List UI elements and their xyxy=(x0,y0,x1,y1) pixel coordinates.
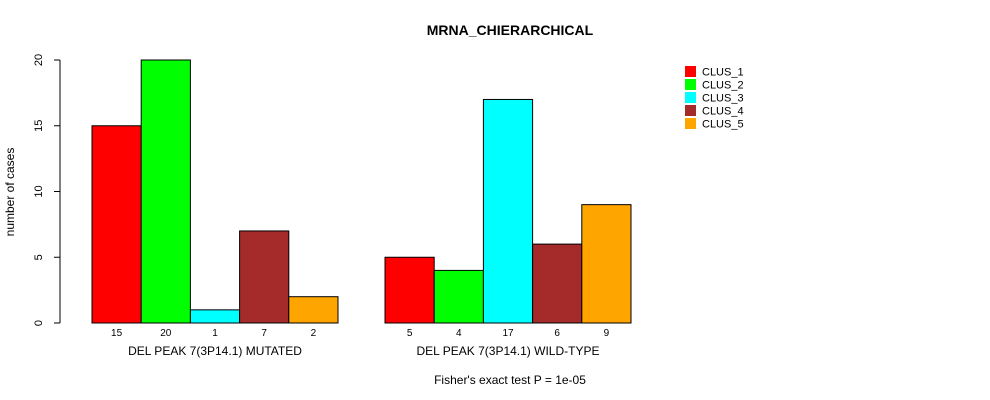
bar-count-label: 1 xyxy=(212,328,218,339)
y-tick-label: 5 xyxy=(33,254,45,260)
legend-label: CLUS_4 xyxy=(702,106,744,118)
legend-swatch-clus-3 xyxy=(685,92,696,103)
bar-count-label: 15 xyxy=(111,328,123,339)
bar-count-label: 17 xyxy=(502,328,514,339)
legend-label: CLUS_1 xyxy=(702,67,744,79)
bar-count-label: 4 xyxy=(456,328,462,339)
chart-title: MRNA_CHIERARCHICAL xyxy=(427,22,594,38)
y-axis-label: number of cases xyxy=(3,148,17,237)
bar-clus-2-group-1 xyxy=(140,59,191,324)
fisher-test-footnote: Fisher's exact test P = 1e-05 xyxy=(434,373,586,387)
legend-label: CLUS_3 xyxy=(702,93,744,105)
legend-label: CLUS_2 xyxy=(702,80,744,92)
bar-clus-5-group-2 xyxy=(581,204,632,324)
bar-count-label: 9 xyxy=(604,328,610,339)
bar-count-label: 20 xyxy=(160,328,172,339)
bar-count-label: 6 xyxy=(554,328,560,339)
y-tick-label: 15 xyxy=(33,120,45,132)
y-tick-label: 20 xyxy=(33,54,45,66)
bar-count-label: 5 xyxy=(407,328,413,339)
legend-swatch-clus-5 xyxy=(685,118,696,129)
legend-swatch-clus-1 xyxy=(685,66,696,77)
y-tick-label: 10 xyxy=(33,185,45,197)
group-label-1: DEL PEAK 7(3P14.1) MUTATED xyxy=(128,344,302,358)
y-axis: 0 5 10 15 20 xyxy=(33,54,61,326)
bar-clus-3-group-1 xyxy=(189,309,241,324)
bar-clus-3-group-2 xyxy=(482,98,534,324)
legend-swatch-clus-4 xyxy=(685,105,696,116)
bar-clus-4-group-1 xyxy=(239,230,290,324)
bar-clus-1-group-1 xyxy=(91,125,142,324)
y-tick-label: 0 xyxy=(33,320,45,326)
legend-label: CLUS_5 xyxy=(702,119,744,131)
bar-count-label: 2 xyxy=(311,328,317,339)
legend-swatch-clus-2 xyxy=(685,79,696,90)
bar-clus-5-group-1 xyxy=(288,296,339,324)
bar-count-label: 7 xyxy=(261,328,267,339)
group-label-2: DEL PEAK 7(3P14.1) WILD-TYPE xyxy=(417,344,600,358)
bar-clus-1-group-2 xyxy=(384,256,435,324)
bar-clus-4-group-2 xyxy=(532,243,583,324)
bar-clus-2-group-2 xyxy=(433,269,484,324)
